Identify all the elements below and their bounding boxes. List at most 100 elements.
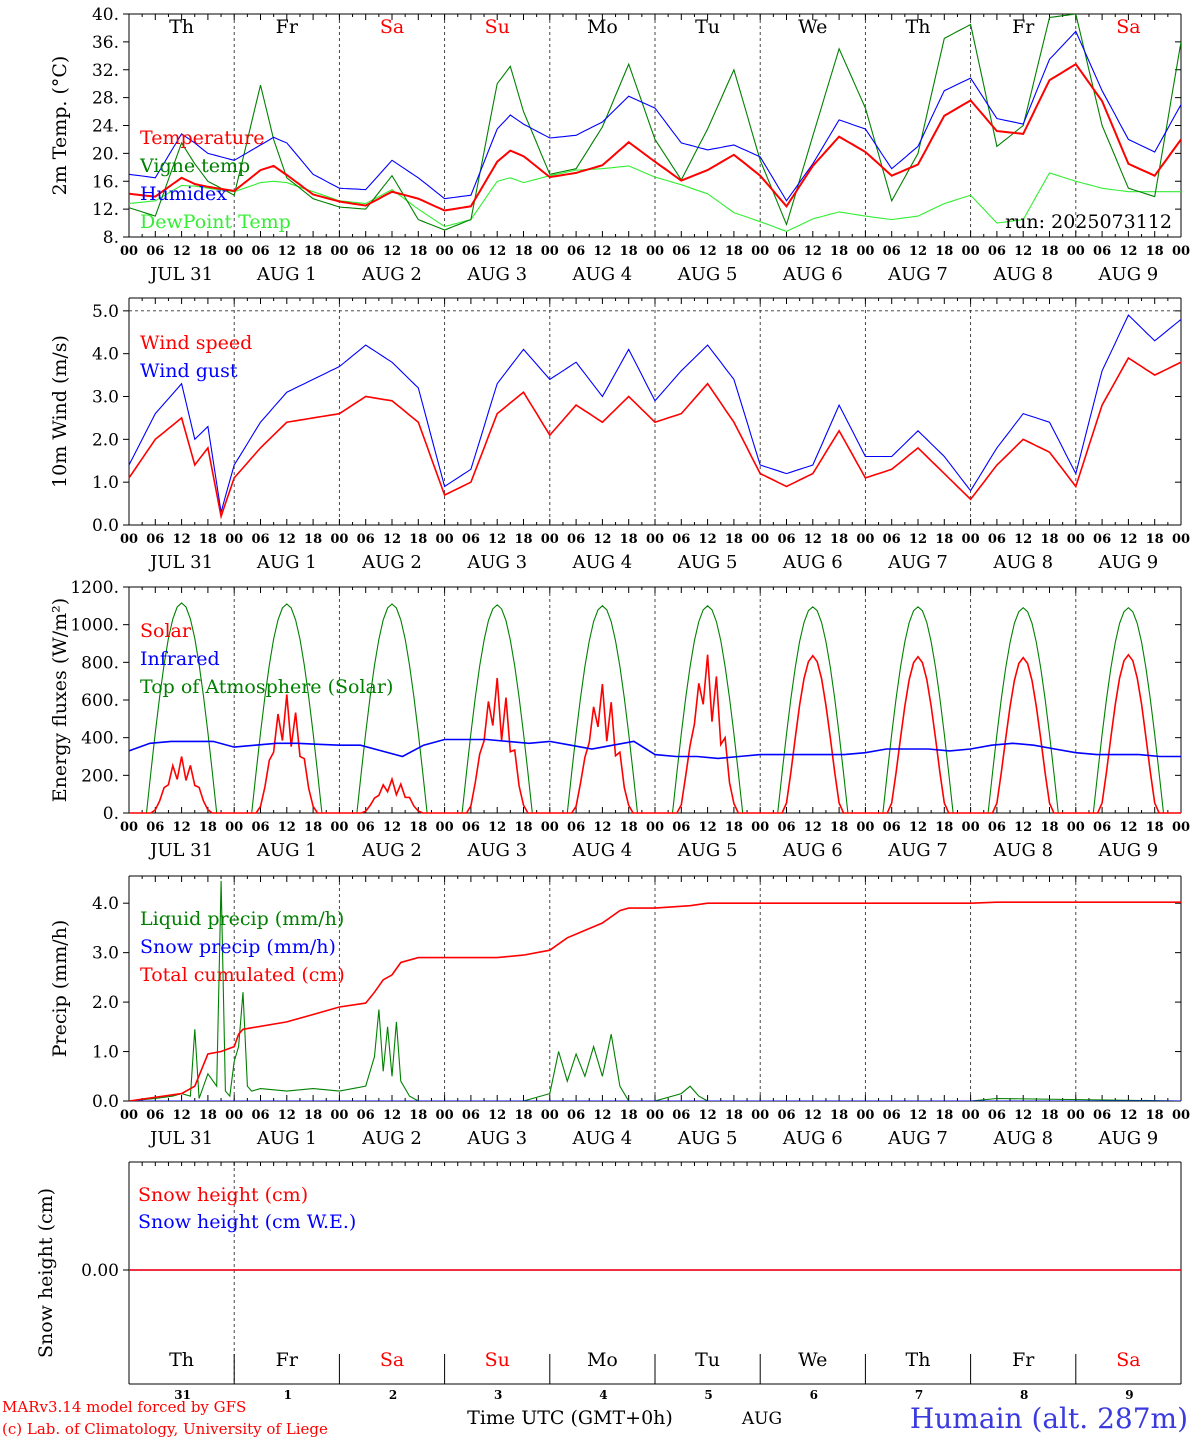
hour-tick-label: 12 [278,244,296,259]
day-number-label: 31 [174,1388,191,1402]
hour-tick-label: 00 [436,532,454,547]
footer: MARv3.14 model forced by GFS (c) Lab. of … [2,1398,1188,1438]
hour-tick-label: 00 [225,820,243,835]
hour-tick-label: 00 [962,244,980,259]
y-tick-label: 2.0 [92,993,119,1013]
hour-tick-label: 00 [856,820,874,835]
weekday-label: Mo [587,1349,618,1371]
legend-humidex: Humidex [140,183,227,205]
hour-tick-label: 18 [725,820,743,835]
date-label: AUG 8 [992,552,1053,573]
hour-tick-label: 06 [462,1108,480,1123]
y-tick-label: 0.0 [92,1092,119,1112]
hour-tick-label: 00 [120,244,138,259]
y-tick-label: 3.0 [92,944,119,964]
weekday-label: Sa [380,16,404,38]
hour-tick-label: 12 [1119,244,1137,259]
hour-tick-label: 18 [304,244,322,259]
date-label: AUG 8 [992,1128,1053,1149]
hour-tick-label: 18 [514,1108,532,1123]
y-axis-label: Precip (mm/h) [49,920,71,1058]
y-tick-label: 28. [92,89,119,109]
hour-tick-label: 00 [646,244,664,259]
hour-tick-label: 00 [120,1108,138,1123]
y-tick-label: 200. [81,766,119,786]
weekday-label: Th [169,16,194,38]
y-tick-label: 400. [81,729,119,749]
day-number-label: 3 [494,1388,502,1402]
y-tick-label: 600. [81,691,119,711]
hour-tick-label: 12 [383,244,401,259]
panel-1: 00 06 12 18 00 06 12 18 00 06 12 18 00 06 12 18 00 06 12 18… [49,5,1190,285]
date-label: AUG 7 [887,264,948,285]
hour-tick-label: 06 [357,820,375,835]
hour-tick-label: 18 [409,820,427,835]
hour-tick-label: 00 [856,1108,874,1123]
series-line [129,62,1181,212]
hour-tick-label: 00 [646,820,664,835]
hour-tick-label: 12 [488,244,506,259]
hour-tick-label: 00 [751,820,769,835]
hour-tick-label: 18 [830,244,848,259]
legend-temperature: Temperature [140,127,264,149]
hour-tick-label: 12 [1014,244,1032,259]
date-label: AUG 8 [992,264,1053,285]
hour-tick-label: 06 [988,244,1006,259]
date-label: AUG 3 [466,552,527,573]
y-tick-label: 12. [92,200,119,220]
date-label: AUG 6 [782,840,843,861]
date-label: AUG 2 [361,552,422,573]
hour-tick-label: 18 [620,244,638,259]
hour-tick-label: 18 [1040,820,1058,835]
hour-tick-label: 18 [935,820,953,835]
hour-tick-label: 00 [1172,532,1190,547]
series-line [129,901,1181,1101]
hour-tick-label: 18 [199,1108,217,1123]
hour-tick-label: 12 [804,820,822,835]
hour-tick-label: 12 [1014,820,1032,835]
hour-tick-label: 12 [278,1108,296,1123]
hour-tick-label: 12 [1014,1108,1032,1123]
hour-tick-label: 18 [725,1108,743,1123]
hour-tick-label: 06 [777,820,795,835]
hour-tick-label: 12 [173,820,191,835]
date-label: AUG 9 [1098,840,1159,861]
hour-tick-label: 06 [1093,1108,1111,1123]
hour-tick-label: 12 [1119,1108,1137,1123]
weekday-label: We [798,16,827,38]
y-tick-label: 0.0 [92,516,119,536]
weekday-label: Su [485,1349,510,1371]
hour-tick-label: 18 [514,532,532,547]
hour-tick-label: 00 [1172,1108,1190,1123]
hour-tick-label: 06 [251,532,269,547]
hour-tick-label: 18 [514,820,532,835]
hour-tick-label: 06 [357,244,375,259]
date-label: AUG 4 [572,264,633,285]
hour-tick-label: 12 [909,244,927,259]
series-line [128,314,1182,513]
weekday-label: Fr [276,1349,299,1371]
hour-tick-label: 00 [225,532,243,547]
y-tick-label: 32. [92,61,119,81]
hour-tick-label: 18 [1146,532,1164,547]
hour-tick-label: 18 [830,820,848,835]
date-label: AUG 6 [782,1128,843,1149]
month-label: AUG [741,1409,782,1429]
hour-tick-label: 18 [620,1108,638,1123]
hour-tick-label: 00 [436,820,454,835]
hour-tick-label: 00 [751,532,769,547]
hour-tick-label: 06 [988,820,1006,835]
y-tick-label: 1000. [70,616,119,636]
hour-tick-label: 12 [593,1108,611,1123]
hour-tick-label: 06 [251,1108,269,1123]
y-tick-label: 800. [81,653,119,673]
legend-snow-precip-mm-h: Snow precip (mm/h) [140,936,336,958]
hour-tick-label: 18 [514,244,532,259]
date-label: AUG 9 [1098,552,1159,573]
hour-tick-label: 06 [1093,820,1111,835]
y-tick-label: 4.0 [92,345,119,365]
hour-tick-label: 06 [777,244,795,259]
hour-tick-label: 00 [541,1108,559,1123]
hour-tick-label: 06 [672,532,690,547]
hour-tick-label: 00 [541,532,559,547]
